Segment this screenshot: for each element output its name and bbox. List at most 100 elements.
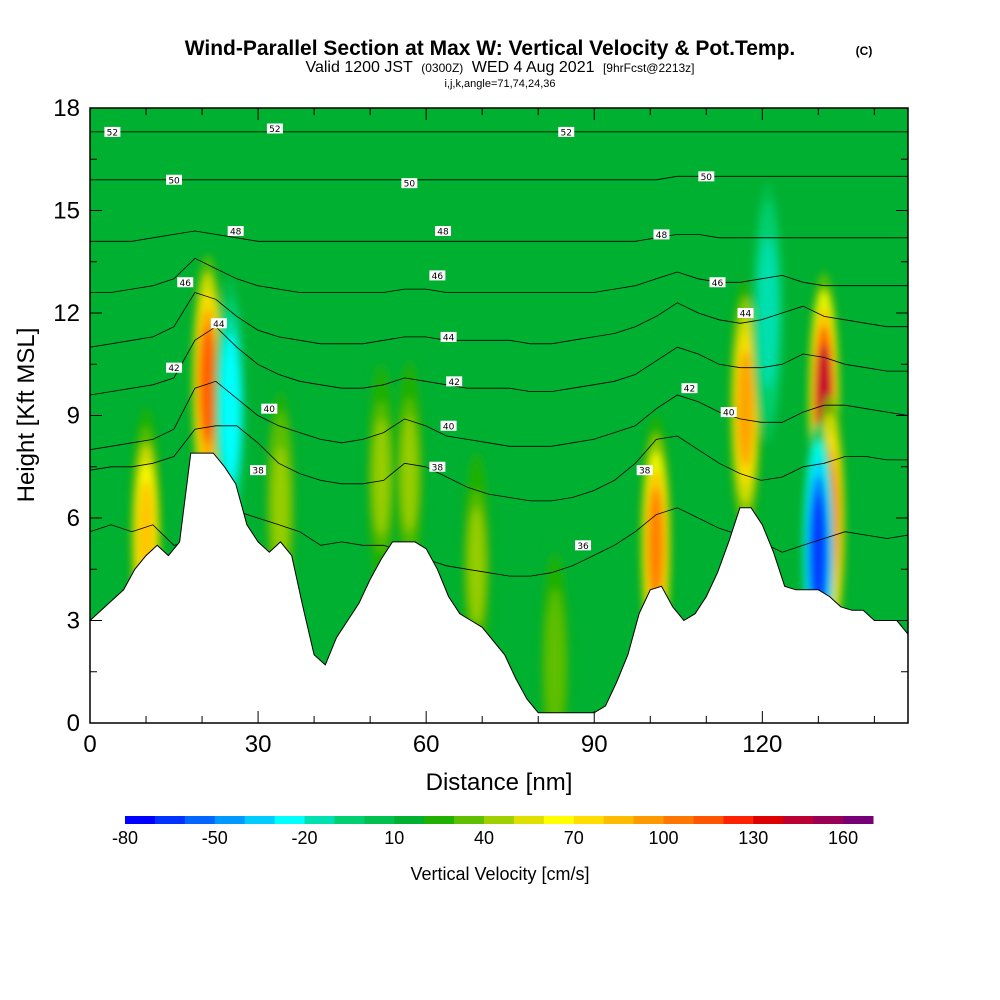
colorbar-cells (125, 816, 874, 824)
isentrope-label: 48 (434, 226, 451, 238)
isentrope-label: 40 (261, 403, 278, 415)
x-tick-label: 60 (413, 731, 440, 758)
svg-text:40: 40 (723, 409, 735, 419)
updraft-core (393, 343, 426, 604)
isentrope-label: 52 (558, 126, 575, 138)
chart-title: Wind-Parallel Section at Max W: Vertical… (185, 37, 796, 60)
isentrope-label: 48 (227, 226, 244, 238)
isentrope-labels: 52 52 52 50 50 50 48 48 48 46 46 46 44 44 44 42 42 42 40 40… (104, 123, 754, 552)
colorbar-cell (454, 816, 485, 824)
colorbar-cell (633, 816, 665, 824)
forecast-info: [9hrFcst@2213z] (603, 61, 695, 75)
svg-text:50: 50 (701, 173, 713, 183)
colorbar-cell (244, 816, 276, 824)
colorbar-cell (693, 816, 724, 824)
colorbar-label: -50 (202, 828, 228, 848)
svg-text:42: 42 (684, 385, 695, 395)
y-axis-tick-labels: 0 3 6 9 12 15 18 (53, 95, 80, 737)
x-tick-label: 90 (581, 731, 608, 758)
y-tick-label: 3 (67, 608, 80, 635)
colorbar-labels: -80 -50 -20 10 40 70 100 130 160 (112, 828, 858, 848)
svg-text:52: 52 (269, 125, 280, 135)
colorbar-label: 100 (649, 828, 679, 848)
svg-text:52: 52 (107, 128, 118, 138)
isentrope-label: 46 (429, 270, 446, 282)
svg-text:50: 50 (168, 176, 180, 186)
valid-utc: (0300Z) (421, 61, 463, 75)
plot-area: 52 52 52 50 50 50 48 48 48 46 46 46 44 44 44 42 42 42 40 40… (90, 108, 908, 723)
svg-text:46: 46 (432, 272, 444, 282)
colorbar-cell (184, 816, 216, 824)
isentrope-label: 50 (166, 174, 183, 186)
terrain (90, 452, 908, 723)
y-axis-label: Height [Kft MSL] (13, 328, 40, 503)
colorbar-label: 40 (474, 828, 494, 848)
isentrope-label: 40 (440, 420, 457, 432)
colorbar-cell (663, 816, 694, 824)
isentrope-label: 42 (446, 376, 463, 388)
isentrope-44 (90, 292, 908, 348)
colorbar-cell (843, 816, 874, 824)
colorbar-cell (304, 816, 335, 824)
isentrope-42 (90, 326, 908, 396)
copyright-mark: (C) (856, 44, 873, 58)
colorbar-cell (214, 816, 246, 824)
y-tick-label: 9 (67, 403, 80, 430)
colorbar-cell (424, 816, 455, 824)
svg-text:38: 38 (639, 467, 651, 477)
isentrope-50 (90, 175, 908, 181)
isentrope-label: 38 (429, 461, 446, 473)
svg-text:40: 40 (443, 422, 455, 432)
colorbar-label: 70 (564, 828, 584, 848)
isentrope-38 (90, 425, 908, 502)
isentrope-label: 46 (177, 277, 194, 289)
svg-text:48: 48 (437, 228, 449, 238)
isentrope-label: 36 (575, 540, 592, 552)
axis-ticks (89, 107, 908, 724)
colorbar-cell (573, 816, 605, 824)
isentrope-label: 50 (401, 178, 418, 190)
svg-text:38: 38 (432, 463, 444, 473)
colorbar-cell (394, 816, 425, 824)
isentrope-label: 44 (440, 331, 457, 343)
y-tick-label: 15 (53, 198, 80, 225)
colorbar: -80 -50 -20 10 40 70 100 130 160 Vertical Veloci… (112, 816, 874, 884)
svg-text:50: 50 (404, 180, 416, 190)
downdraft-core (751, 183, 784, 443)
colorbar-cell (723, 816, 754, 824)
isentrope-40 (90, 380, 908, 451)
colorbar-cell (783, 816, 814, 824)
colorbar-label: 130 (738, 828, 768, 848)
svg-text:46: 46 (712, 279, 724, 289)
colorbar-cell (753, 816, 784, 824)
x-tick-label: 120 (742, 731, 782, 758)
isentrope-label: 46 (709, 277, 726, 289)
y-tick-label: 12 (53, 300, 80, 327)
svg-text:38: 38 (252, 467, 264, 477)
colorbar-cell (334, 816, 365, 824)
svg-text:46: 46 (180, 279, 192, 289)
colorbar-title: Vertical Velocity [cm/s] (410, 864, 589, 884)
updraft-core (539, 534, 572, 723)
svg-text:44: 44 (443, 333, 455, 343)
updraft-core (729, 278, 762, 539)
colorbar-label: 10 (384, 828, 404, 848)
colorbar-label: 160 (828, 828, 858, 848)
isentrope-label: 44 (737, 308, 754, 320)
svg-text:36: 36 (577, 542, 589, 552)
y-tick-label: 0 (67, 710, 80, 737)
colorbar-cell (813, 816, 844, 824)
colorbar-cell (513, 816, 545, 824)
svg-text:48: 48 (656, 231, 668, 241)
colorbar-label: -80 (112, 828, 138, 848)
svg-text:44: 44 (213, 320, 225, 330)
isentrope-label: 42 (681, 383, 698, 395)
x-tick-label: 0 (83, 731, 96, 758)
colorbar-cell (274, 816, 306, 824)
y-tick-label: 6 (67, 505, 80, 532)
chart-subtitle: Valid 1200 JST (0300Z) WED 4 Aug 2021 [9… (305, 59, 694, 76)
svg-text:40: 40 (264, 405, 276, 415)
isentrope-label: 40 (720, 407, 737, 419)
colorbar-cell (603, 816, 635, 824)
colorbar-label: -20 (292, 828, 318, 848)
